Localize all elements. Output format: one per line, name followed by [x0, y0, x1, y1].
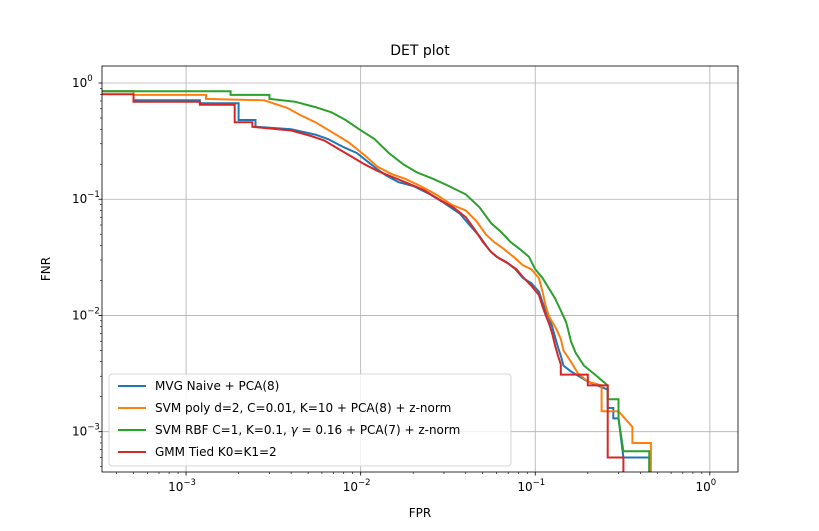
y-tick-label: 10−3	[72, 423, 100, 439]
x-tick-label: 10−2	[343, 478, 371, 494]
x-tick-label: 10−3	[168, 478, 196, 494]
x-tick-label: 10−1	[517, 478, 545, 494]
y-axis-label: FNR	[39, 257, 53, 281]
series-line-3	[102, 93, 625, 472]
legend-entry-label: MVG Naive + PCA(8)	[155, 379, 279, 393]
x-axis-label: FPR	[409, 506, 431, 520]
ticks: 10−3 10−2 10−1 100 10−3 10−2 10−1 100	[72, 74, 716, 494]
legend-entry-label: GMM Tied K0=K1=2	[155, 445, 277, 459]
legend-entry-label: SVM RBF C=1, K=0.1, γ = 0.16 + PCA(7) + …	[155, 423, 460, 437]
legend: MVG Naive + PCA(8) SVM poly d=2, C=0.01, …	[108, 373, 512, 467]
y-tick-label: 10−1	[72, 190, 100, 206]
y-tick-label: 10−2	[72, 306, 100, 322]
plot-frame	[101, 65, 739, 473]
x-tick-label: 100	[695, 478, 716, 494]
y-tick-label: 100	[72, 74, 93, 90]
chart-title: DET plot	[390, 43, 450, 59]
legend-entry-label: SVM poly d=2, C=0.01, K=10 + PCA(8) + z-…	[155, 401, 451, 415]
series-layer	[102, 90, 652, 472]
series-line-2	[102, 90, 651, 472]
legend-box	[108, 373, 512, 467]
